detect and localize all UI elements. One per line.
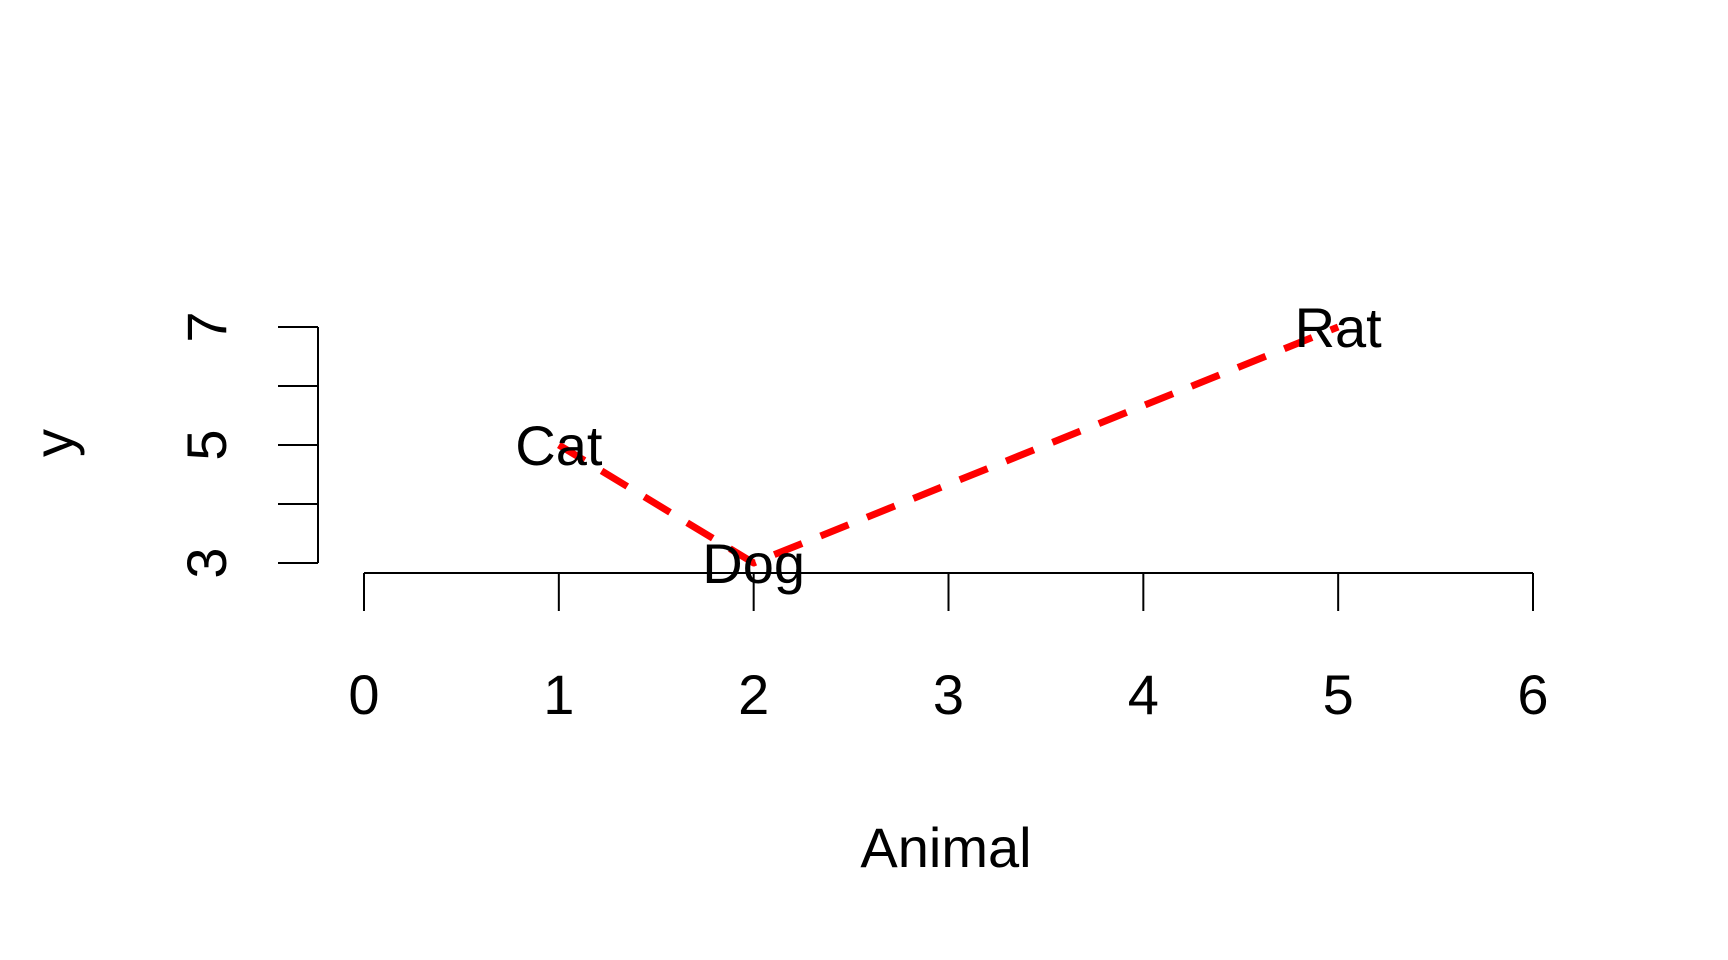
x-axis-title: Animal	[860, 816, 1031, 879]
x-tick-label: 6	[1517, 663, 1548, 726]
point-label: Cat	[515, 414, 603, 477]
series-layer	[557, 323, 1340, 567]
point-label: Rat	[1295, 296, 1383, 359]
x-tick-label: 1	[543, 663, 574, 726]
y-axis-title: y	[22, 429, 85, 457]
axes: 0 1 2 3 4 5 6 3 5 7	[175, 311, 1549, 726]
x-tick-label: 4	[1128, 663, 1159, 726]
point-label: Dog	[702, 532, 805, 595]
x-tick-label: 2	[738, 663, 769, 726]
y-tick-label: 7	[175, 311, 238, 342]
x-tick-label: 0	[348, 663, 379, 726]
x-tick-label: 3	[933, 663, 964, 726]
x-tick-label: 5	[1323, 663, 1354, 726]
point-labels: Cat Dog Rat	[515, 296, 1382, 595]
y-tick-label: 3	[175, 547, 238, 578]
series-line	[557, 323, 1340, 567]
y-tick-label: 5	[175, 429, 238, 460]
